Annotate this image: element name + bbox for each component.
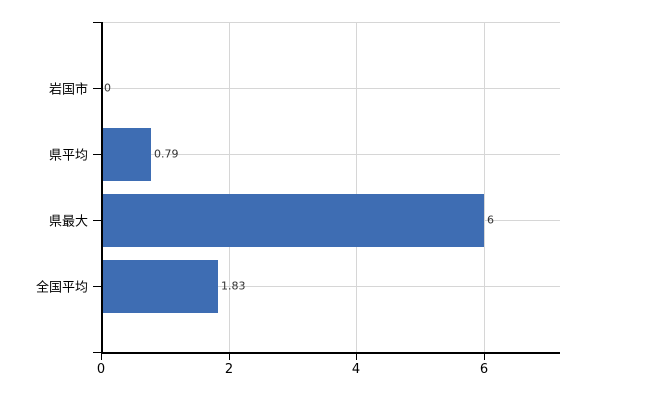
value-label: 0 — [104, 81, 111, 95]
value-label: 6 — [487, 213, 494, 227]
gridline-vertical — [484, 22, 485, 352]
gridline-horizontal — [101, 88, 560, 89]
y-axis-tick — [93, 352, 101, 353]
bar — [101, 128, 151, 181]
y-axis-tick — [93, 88, 101, 89]
gridline-horizontal — [101, 154, 560, 155]
y-axis-tick — [93, 22, 101, 23]
y-axis-tick — [93, 154, 101, 155]
value-label: 0.79 — [154, 147, 179, 161]
x-axis-tick — [101, 354, 102, 360]
x-axis-tick — [229, 354, 230, 360]
x-axis-tick-label: 6 — [479, 362, 489, 377]
y-axis-label: 岩国市 — [48, 82, 88, 98]
x-axis-tick-label: 2 — [224, 362, 234, 377]
gridline-vertical — [356, 22, 357, 352]
y-axis-label: 全国平均 — [35, 280, 88, 296]
gridline-horizontal — [101, 286, 560, 287]
y-axis-tick — [93, 286, 101, 287]
x-axis-tick — [356, 354, 357, 360]
y-axis-label: 県最大 — [48, 214, 88, 230]
x-axis-tick — [484, 354, 485, 360]
x-axis-line — [101, 352, 560, 354]
plot-top-gridline — [101, 22, 560, 23]
y-axis-label: 県平均 — [48, 148, 88, 164]
value-label: 1.83 — [221, 279, 246, 293]
y-axis-line — [101, 22, 103, 354]
gridline-vertical — [229, 22, 230, 352]
x-axis-tick-label: 0 — [96, 362, 106, 377]
bar — [101, 194, 484, 247]
bar — [101, 260, 218, 313]
y-axis-tick — [93, 220, 101, 221]
x-axis-tick-label: 4 — [351, 362, 361, 377]
